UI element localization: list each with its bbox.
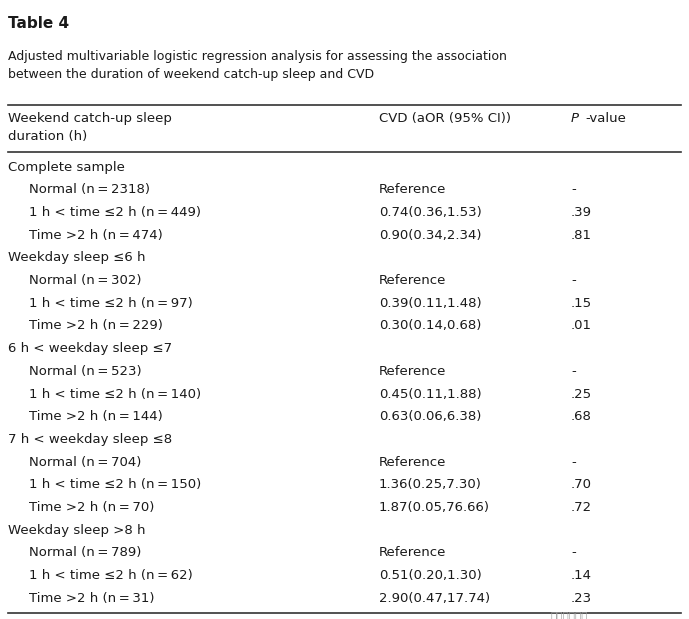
Text: .14: .14 <box>571 569 592 582</box>
Text: Complete sample: Complete sample <box>8 161 125 174</box>
Text: Time >2 h (n = 474): Time >2 h (n = 474) <box>29 229 163 242</box>
Text: 7 h < weekday sleep ≤8: 7 h < weekday sleep ≤8 <box>8 433 172 446</box>
Text: CVD (aOR (95% CI)): CVD (aOR (95% CI)) <box>379 112 511 125</box>
Text: Weekday sleep ≤6 h: Weekday sleep ≤6 h <box>8 251 146 264</box>
Text: 0.74(0.36,1.53): 0.74(0.36,1.53) <box>379 206 482 219</box>
Text: .70: .70 <box>571 478 592 491</box>
Text: -: - <box>571 365 576 378</box>
Text: .25: .25 <box>571 387 592 400</box>
Text: .68: .68 <box>571 410 592 423</box>
Text: .72: .72 <box>571 501 592 514</box>
Text: 1 h < time ≤2 h (n = 449): 1 h < time ≤2 h (n = 449) <box>29 206 200 219</box>
Text: Time >2 h (n = 70): Time >2 h (n = 70) <box>29 501 154 514</box>
Text: .39: .39 <box>571 206 592 219</box>
Text: -value: -value <box>586 112 626 125</box>
Text: 公众号生信湾: 公众号生信湾 <box>551 610 588 619</box>
Text: Normal (n = 704): Normal (n = 704) <box>29 456 141 469</box>
Text: 1.36(0.25,7.30): 1.36(0.25,7.30) <box>379 478 482 491</box>
Text: 0.39(0.11,1.48): 0.39(0.11,1.48) <box>379 297 482 310</box>
Text: Reference: Reference <box>379 365 446 378</box>
Text: .23: .23 <box>571 592 592 605</box>
Text: Reference: Reference <box>379 183 446 196</box>
Text: 1 h < time ≤2 h (n = 150): 1 h < time ≤2 h (n = 150) <box>29 478 201 491</box>
Text: Reference: Reference <box>379 456 446 469</box>
Text: Reference: Reference <box>379 274 446 287</box>
Text: 0.30(0.14,0.68): 0.30(0.14,0.68) <box>379 319 481 332</box>
Text: -: - <box>571 274 576 287</box>
Text: 6 h < weekday sleep ≤7: 6 h < weekday sleep ≤7 <box>8 342 172 355</box>
Text: Time >2 h (n = 229): Time >2 h (n = 229) <box>29 319 163 332</box>
Text: 0.90(0.34,2.34): 0.90(0.34,2.34) <box>379 229 482 242</box>
Text: Reference: Reference <box>379 546 446 559</box>
Text: Table 4: Table 4 <box>8 16 70 32</box>
Text: Adjusted multivariable logistic regression analysis for assessing the associatio: Adjusted multivariable logistic regressi… <box>8 50 507 80</box>
Text: 1 h < time ≤2 h (n = 140): 1 h < time ≤2 h (n = 140) <box>29 387 201 400</box>
Text: .01: .01 <box>571 319 592 332</box>
Text: Normal (n = 523): Normal (n = 523) <box>29 365 141 378</box>
Text: 0.51(0.20,1.30): 0.51(0.20,1.30) <box>379 569 482 582</box>
Text: Weekend catch-up sleep
duration (h): Weekend catch-up sleep duration (h) <box>8 112 172 143</box>
Text: 1.87(0.05,76.66): 1.87(0.05,76.66) <box>379 501 490 514</box>
Text: -: - <box>571 183 576 196</box>
Text: 1 h < time ≤2 h (n = 97): 1 h < time ≤2 h (n = 97) <box>29 297 193 310</box>
Text: -: - <box>571 456 576 469</box>
Text: Weekday sleep >8 h: Weekday sleep >8 h <box>8 524 146 537</box>
Text: 0.63(0.06,6.38): 0.63(0.06,6.38) <box>379 410 481 423</box>
Text: 1 h < time ≤2 h (n = 62): 1 h < time ≤2 h (n = 62) <box>29 569 193 582</box>
Text: -: - <box>571 546 576 559</box>
Text: Normal (n = 2318): Normal (n = 2318) <box>29 183 150 196</box>
Text: P: P <box>571 112 579 125</box>
Text: .15: .15 <box>571 297 592 310</box>
Text: Time >2 h (n = 31): Time >2 h (n = 31) <box>29 592 154 605</box>
Text: 0.45(0.11,1.88): 0.45(0.11,1.88) <box>379 387 482 400</box>
Text: Time >2 h (n = 144): Time >2 h (n = 144) <box>29 410 163 423</box>
Text: Normal (n = 789): Normal (n = 789) <box>29 546 141 559</box>
Text: 2.90(0.47,17.74): 2.90(0.47,17.74) <box>379 592 490 605</box>
Text: Normal (n = 302): Normal (n = 302) <box>29 274 141 287</box>
Text: .81: .81 <box>571 229 592 242</box>
